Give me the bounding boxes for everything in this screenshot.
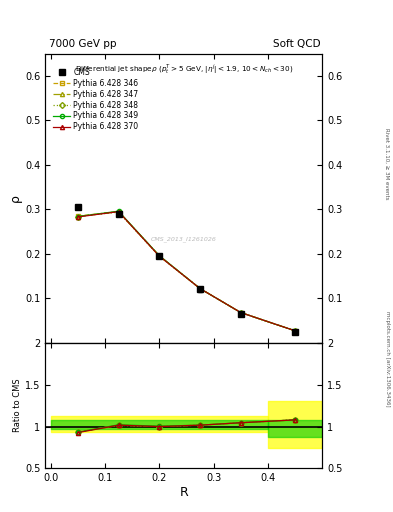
Text: mcplots.cern.ch [arXiv:1306.3436]: mcplots.cern.ch [arXiv:1306.3436] [385, 311, 389, 406]
Y-axis label: ρ: ρ [9, 195, 22, 202]
Y-axis label: Ratio to CMS: Ratio to CMS [13, 379, 22, 433]
Text: CMS_2013_I1261026: CMS_2013_I1261026 [151, 236, 217, 242]
Text: Soft QCD: Soft QCD [273, 38, 320, 49]
Text: 7000 GeV pp: 7000 GeV pp [49, 38, 117, 49]
Legend: CMS, Pythia 6.428 346, Pythia 6.428 347, Pythia 6.428 348, Pythia 6.428 349, Pyt: CMS, Pythia 6.428 346, Pythia 6.428 347,… [52, 66, 140, 133]
Text: Differential jet shape$\rho$ ($p_t^T$$>$5 GeV, $|\eta^j|$$<$1.9, 10$<$$N_{ch}$$<: Differential jet shape$\rho$ ($p_t^T$$>$… [75, 62, 293, 76]
Text: Rivet 3.1.10, ≥ 3M events: Rivet 3.1.10, ≥ 3M events [385, 128, 389, 200]
X-axis label: R: R [179, 486, 188, 499]
